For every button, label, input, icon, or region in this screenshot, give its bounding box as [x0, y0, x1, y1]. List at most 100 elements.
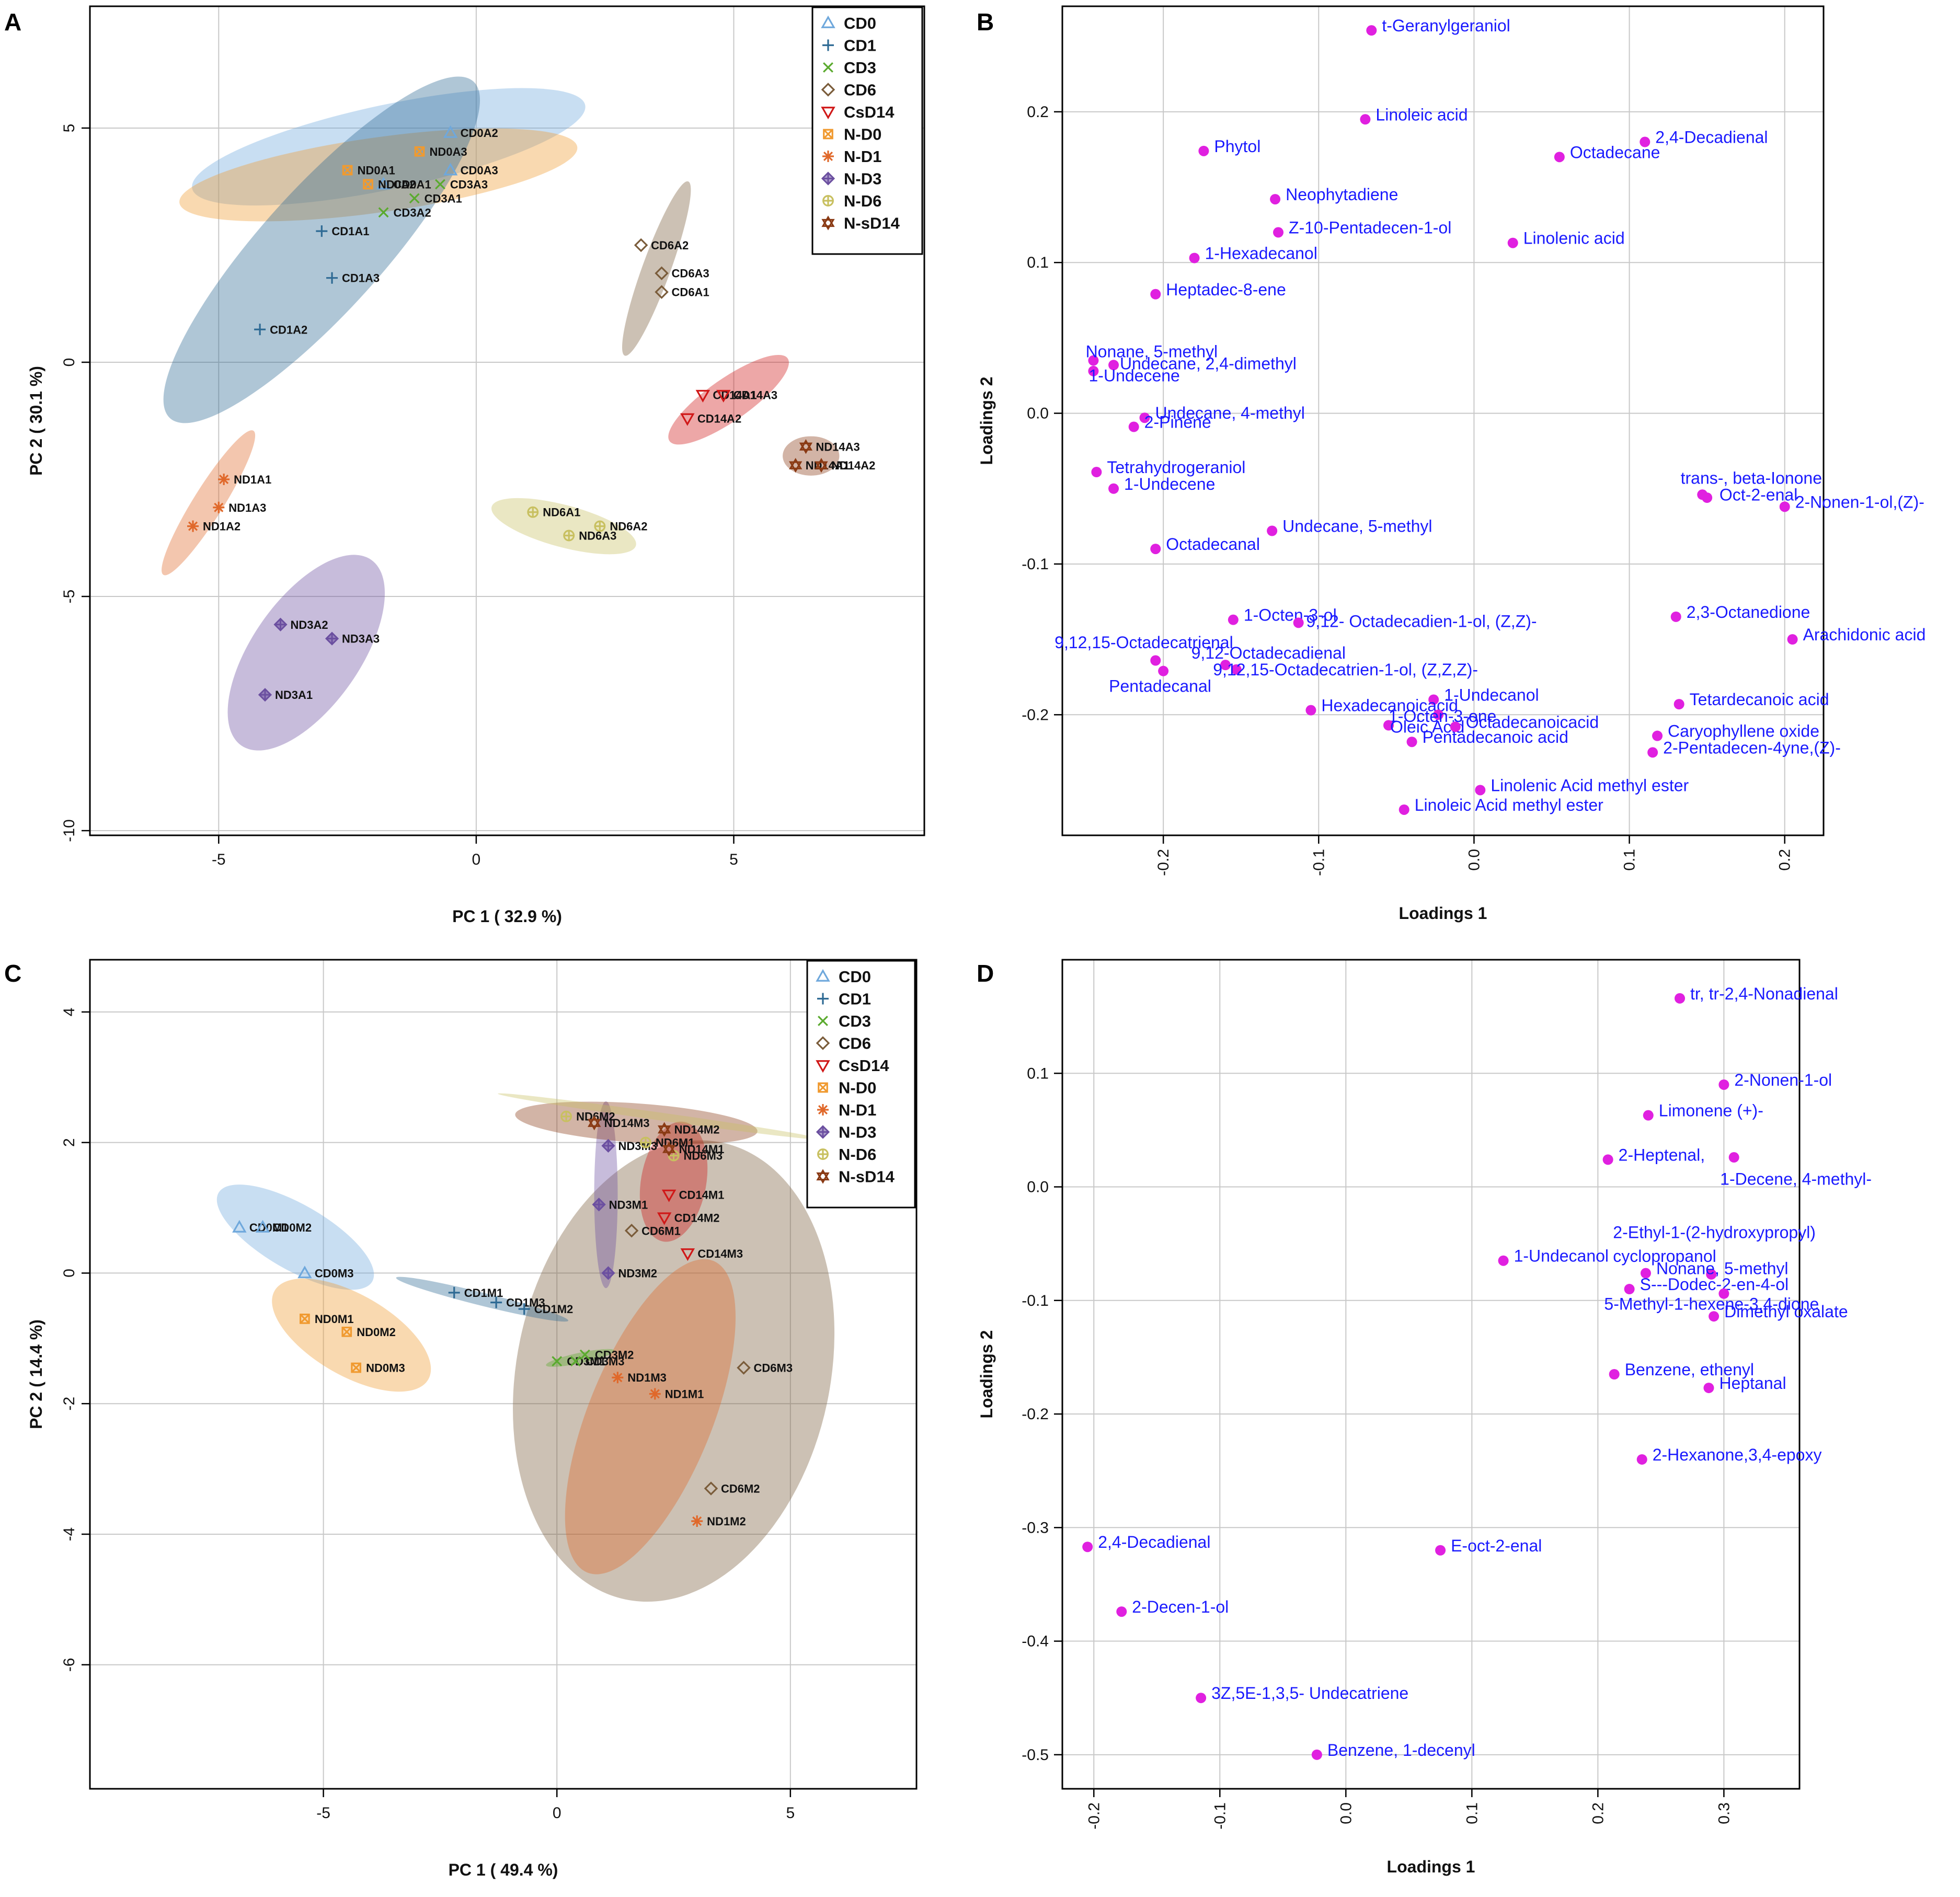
panel-d-ticks: -0.2 -0.1 0.0 0.1 0.2 0.3 -0.5 -0.4 -0.3 -0.2 -0.1… [1022, 1065, 1733, 1829]
panel-b-point-label: Nonane, 5-methyl [1086, 342, 1218, 361]
panel-c-legend-marker-cd1 [817, 993, 829, 1005]
panel-c-point-label: CD6M2 [721, 1482, 760, 1496]
panel-c-point-cd14m3 [680, 1248, 695, 1261]
panel-b-xtick-label: 0.0 [1465, 849, 1483, 871]
panel-c-point-cd14m1 [661, 1189, 677, 1202]
panel-c-ytick-label: 0 [61, 1269, 78, 1278]
panel-a-legend-marker-cd0 [821, 15, 835, 28]
panel-c-point-label: ND3M3 [618, 1140, 657, 1153]
panel-a-point-cd14a2 [680, 413, 695, 426]
panel-a-point-nd0a1 [342, 165, 353, 176]
panel-b-point-hexadecanoicacid [1305, 705, 1316, 716]
panel-a-point-label: CD3A3 [450, 178, 488, 191]
panel-a-grid [90, 6, 924, 835]
panel-b-point-label: 9,12,15-Octadecatrienal [1054, 633, 1233, 652]
panel-a-legend-marker-cd1 [822, 39, 834, 51]
panel-b-point-2-3-octanedione [1670, 611, 1681, 622]
panel-a-point-cd1a3 [326, 272, 338, 284]
panel-d-point-benzene-ethenyl [1609, 1369, 1620, 1379]
panel-b-point-label: 1-Undecene [1089, 366, 1180, 385]
panel-d-xtick-label: 0.2 [1589, 1802, 1607, 1824]
panel-a-xtick-label: -5 [212, 851, 226, 868]
panel-d-point-label: Benzene, ethenyl [1625, 1360, 1754, 1379]
panel-b-point-label: t-Geranylgeraniol [1382, 16, 1510, 35]
panel-d-point-label: 1-Decene, 4-methyl- [1720, 1169, 1872, 1188]
panel-b-point-2-nonen-1-ol-z [1779, 501, 1790, 512]
panel-a-point-nd6a3 [563, 530, 575, 542]
panel-a-legend-marker-n-d3 [821, 171, 835, 186]
panel-a-point-cd3a1 [409, 193, 420, 204]
panel-a-ellipse-n-d1 [162, 430, 256, 576]
panel-c-ytick-label: -2 [61, 1397, 78, 1411]
panel-a-point-label: CD6A3 [672, 267, 709, 280]
panel-a-point-cd6a1 [655, 285, 669, 299]
panel-d-point-label: Nonane, 5-methyl [1656, 1259, 1789, 1278]
panel-d-ytick-label: -0.2 [1022, 1406, 1049, 1423]
panel-c-ellipse-n-sd14 [515, 1101, 758, 1144]
panel-d-point-label: cyclopropanol [1613, 1247, 1716, 1266]
panel-c-legend-label-n-d6: N-D6 [839, 1145, 876, 1164]
panel-c-point-label: ND1M3 [627, 1371, 667, 1384]
panel-a-ellipse-cd0 [192, 88, 586, 206]
panel-c-point-label: CD1M2 [534, 1303, 574, 1316]
panel-b-point-2-pinene [1128, 421, 1139, 432]
panel-b-point-label: Linolenic acid [1523, 229, 1625, 248]
panel-b-point-linolenic-acid [1507, 237, 1518, 248]
panel-b-x-axis-title: Loadings 1 [1399, 904, 1487, 923]
panel-d-point-e-oct-2-enal [1435, 1545, 1446, 1556]
panel-a-ellipse-cd1 [163, 76, 480, 423]
panel-c-point-nd0m1 [300, 1314, 310, 1324]
panel-c-ellipse-cd1 [396, 1277, 569, 1322]
panel-c-legend: CD0 CD1 CD3 CD6 CsD14 N-D0 N-D1 N-D3 N-D6 N-sD14 [806, 960, 916, 1209]
panel-c-point-cd6m2 [704, 1481, 718, 1496]
panel-b-point-label: Tetrahydrogeraniol [1107, 458, 1245, 477]
panel-d-point-label: Benzene, 1-decenyl [1327, 1741, 1475, 1760]
panel-c-legend-label-n-d3: N-D3 [839, 1123, 876, 1142]
panel-c-point-label: CD6M1 [641, 1224, 681, 1237]
panel-a-legend-marker-n-d6 [822, 195, 834, 206]
panel-b-point-undecane-4-methyl [1139, 412, 1150, 423]
panel-a-point-nd1a3 [213, 501, 225, 513]
panel-c-point-nd14m3 [588, 1116, 601, 1131]
panel-a-point-cd14a3 [716, 389, 731, 403]
panel-b-point-label: Undecane, 2,4-dimethyl [1120, 354, 1297, 373]
panel-a-point-label: CD6A1 [672, 286, 709, 299]
panel-c-grid [90, 960, 916, 1789]
panel-b-point-tetrahydrogeraniol [1091, 467, 1102, 478]
panel-letter-d: D [977, 960, 994, 987]
panel-d-point-label: 2,4-Decadienal [1098, 1533, 1210, 1551]
panel-b-point-label: 9,12,15-Octadecatrien-1-ol, (Z,Z,Z)- [1213, 660, 1478, 679]
panel-c-legend-marker-csd14 [816, 1060, 830, 1073]
panel-c-legend-label-cd3: CD3 [839, 1012, 871, 1030]
panel-b-point-oleic-acid [1383, 720, 1394, 731]
panel-a-x-axis-title: PC 1 ( 32.9 %) [452, 907, 562, 926]
panel-c-point-label: ND14M3 [604, 1117, 650, 1130]
panel-d-y-axis-title: Loadings 2 [977, 1330, 996, 1419]
panel-c-point-nd1m2 [691, 1515, 703, 1527]
panel-c-plot-frame [89, 959, 918, 1790]
panel-c-point-label: ND1M1 [665, 1387, 704, 1400]
panel-a-point-nd3a1 [258, 688, 272, 702]
panel-b-point-label: Phytol [1214, 137, 1260, 156]
panel-d-point-label: 2-Hexanone,3,4-epoxy [1653, 1445, 1822, 1464]
panel-d-point-dimethyl-oxalate [1709, 1311, 1720, 1322]
panel-b-plot-frame [1061, 5, 1825, 836]
panel-a-ellipse-n-d0 [179, 128, 578, 222]
panel-c-legend-label-cd6: CD6 [839, 1034, 871, 1053]
panel-c-xtick-label: -5 [316, 1804, 330, 1822]
panel-a-point-nd3a2 [273, 617, 288, 631]
panel-b-point-label: 2,4-Decadienal [1655, 128, 1768, 147]
panel-c-ticks: -5 0 5 -6 -4 -2 0 2 4 [61, 1008, 795, 1822]
panel-a-legend-label-cd3: CD3 [844, 59, 876, 77]
panel-c-legend-marker-n-d6 [817, 1148, 829, 1160]
panel-letter-c: C [4, 960, 21, 987]
panel-d-point-2-decen-1-ol [1116, 1606, 1127, 1617]
panel-c-point-nd3m3 [601, 1139, 615, 1153]
panel-a-point-nd14a3 [799, 439, 813, 454]
panel-a-point-label: CD1A2 [270, 323, 307, 336]
panel-d-point-s-dodec-2-en-4-ol [1624, 1284, 1635, 1295]
panel-c-point-nd14m2 [657, 1122, 671, 1137]
